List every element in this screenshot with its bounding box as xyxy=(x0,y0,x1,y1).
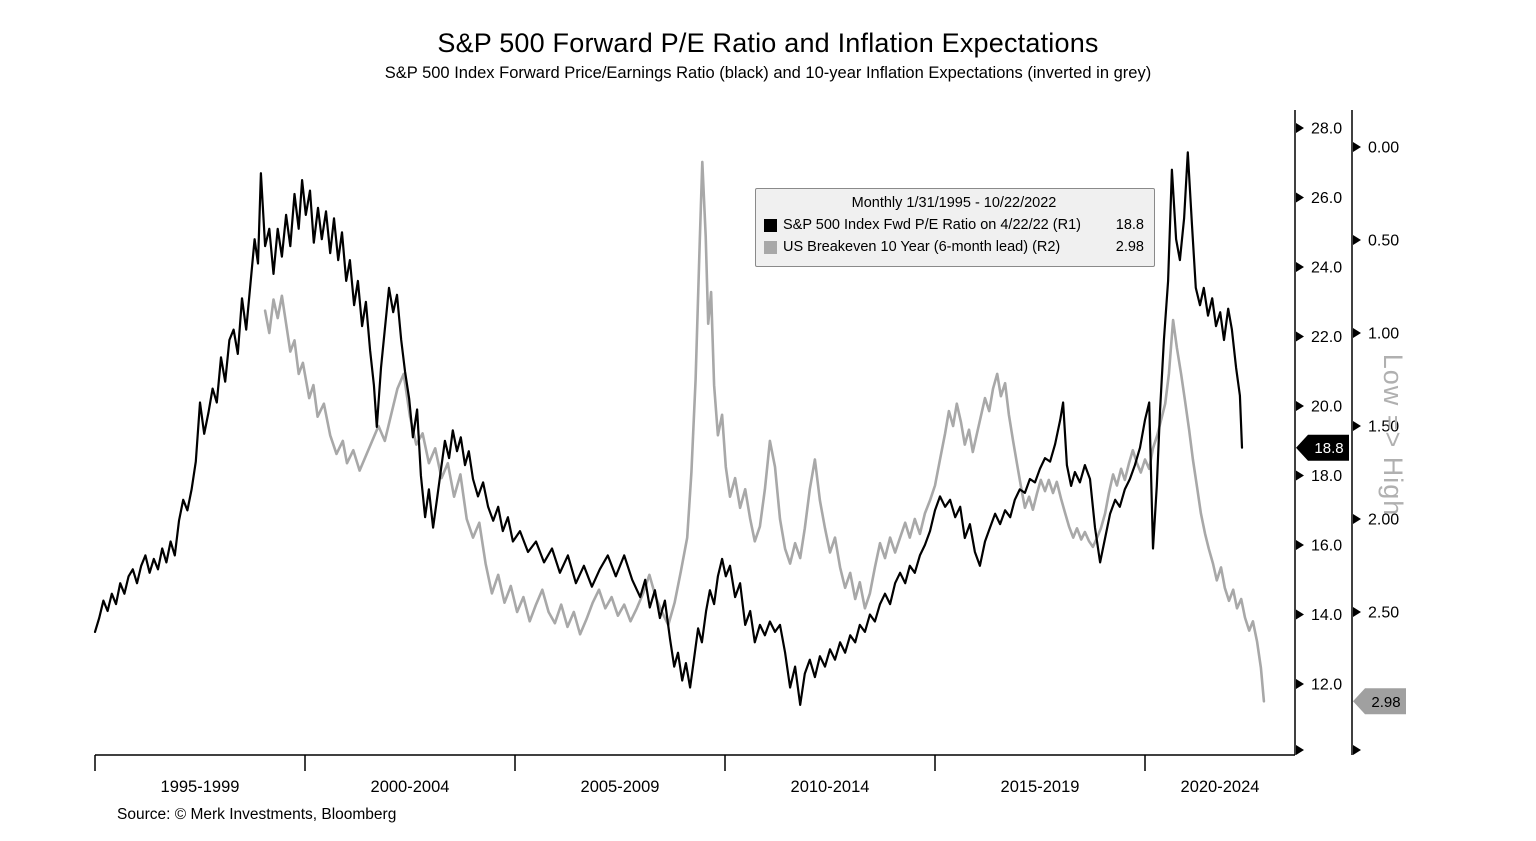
r2-tick-arrow-icon xyxy=(1353,328,1361,338)
legend-period: Monthly 1/31/1995 - 10/22/2022 xyxy=(851,195,1057,211)
chart-title: S&P 500 Forward P/E Ratio and Inflation … xyxy=(437,28,1099,58)
r1-tick-arrow-icon xyxy=(1296,262,1304,272)
r1-tick-arrow-icon xyxy=(1296,192,1304,203)
r2-tick-label: 2.50 xyxy=(1368,605,1399,622)
chart-subtitle: S&P 500 Index Forward Price/Earnings Rat… xyxy=(384,64,1152,82)
r2-tick-arrow-icon xyxy=(1353,745,1361,755)
x-axis-label: 2010-2014 xyxy=(791,778,870,796)
r2-tick-label: 1.50 xyxy=(1368,419,1399,436)
r2-tick-label: 0.00 xyxy=(1368,140,1399,157)
r2-axis-caption: Low => High xyxy=(1378,353,1408,517)
r1-tick-label: 20.0 xyxy=(1311,399,1342,416)
r2-tick-arrow-icon xyxy=(1353,514,1361,524)
legend-box: Monthly 1/31/1995 - 10/22/2022 S&P 500 I… xyxy=(755,188,1155,267)
r1-tick-label: 24.0 xyxy=(1311,260,1342,277)
r2-tick-label: 0.50 xyxy=(1368,233,1399,250)
x-axis-label: 2015-2019 xyxy=(1001,778,1080,796)
r1-last-value-badge xyxy=(1296,434,1349,461)
legend-row-breakeven: US Breakeven 10 Year (6-month lead) (R2)… xyxy=(764,236,1144,258)
r1-tick-label: 26.0 xyxy=(1311,190,1342,207)
r1-tick-label: 12.0 xyxy=(1311,677,1342,694)
x-axis-label: 2005-2009 xyxy=(581,778,660,796)
r2-last-value-badge xyxy=(1353,688,1406,715)
source-note: Source: © Merk Investments, Bloomberg xyxy=(117,806,397,823)
series-line-fwd-pe xyxy=(93,151,1244,707)
r1-tick-label: 14.0 xyxy=(1311,607,1342,624)
r1-tick-label: 28.0 xyxy=(1311,121,1342,138)
r1-tick-label: 22.0 xyxy=(1311,329,1342,346)
fwd-pe-swatch-icon xyxy=(764,218,777,232)
legend-label-fwd-pe: S&P 500 Index Fwd P/E Ratio on 4/22/22 (… xyxy=(783,217,1081,233)
x-axis-label: 2020-2024 xyxy=(1181,778,1260,796)
r1-tick-arrow-icon xyxy=(1296,540,1304,550)
legend-value-fwd-pe: 18.8 xyxy=(1115,217,1144,233)
legend-label-breakeven: US Breakeven 10 Year (6-month lead) (R2) xyxy=(783,239,1061,255)
r2-tick-arrow-icon xyxy=(1353,607,1361,617)
r2-tick-arrow-icon xyxy=(1353,421,1361,431)
x-axis-label: 2000-2004 xyxy=(371,778,450,796)
r2-tick-arrow-icon xyxy=(1353,142,1361,152)
r1-tick-arrow-icon xyxy=(1296,331,1304,342)
legend-row-fwd-pe: S&P 500 Index Fwd P/E Ratio on 4/22/22 (… xyxy=(764,214,1144,236)
r1-tick-arrow-icon xyxy=(1296,123,1304,133)
breakeven-swatch-icon xyxy=(764,240,777,254)
r2-tick-label: 1.00 xyxy=(1368,326,1399,343)
r1-tick-label: 18.0 xyxy=(1311,468,1342,485)
r1-tick-label: 16.0 xyxy=(1311,538,1342,555)
r2-tick-arrow-icon xyxy=(1353,235,1361,245)
series-line-breakeven xyxy=(263,160,1266,703)
r2-tick-label: 2.00 xyxy=(1368,512,1399,529)
r1-last-value-badge-label: 18.8 xyxy=(1314,440,1343,457)
legend-value-breakeven: 2.98 xyxy=(1115,239,1144,255)
x-axis-label: 1995-1999 xyxy=(161,778,240,796)
r1-tick-arrow-icon xyxy=(1296,609,1304,620)
r2-last-value-badge-label: 2.98 xyxy=(1371,694,1400,711)
r1-tick-arrow-icon xyxy=(1296,401,1304,411)
r1-tick-arrow-icon xyxy=(1296,679,1304,689)
r1-tick-arrow-icon xyxy=(1296,470,1304,481)
r1-tick-arrow-icon xyxy=(1296,745,1304,755)
